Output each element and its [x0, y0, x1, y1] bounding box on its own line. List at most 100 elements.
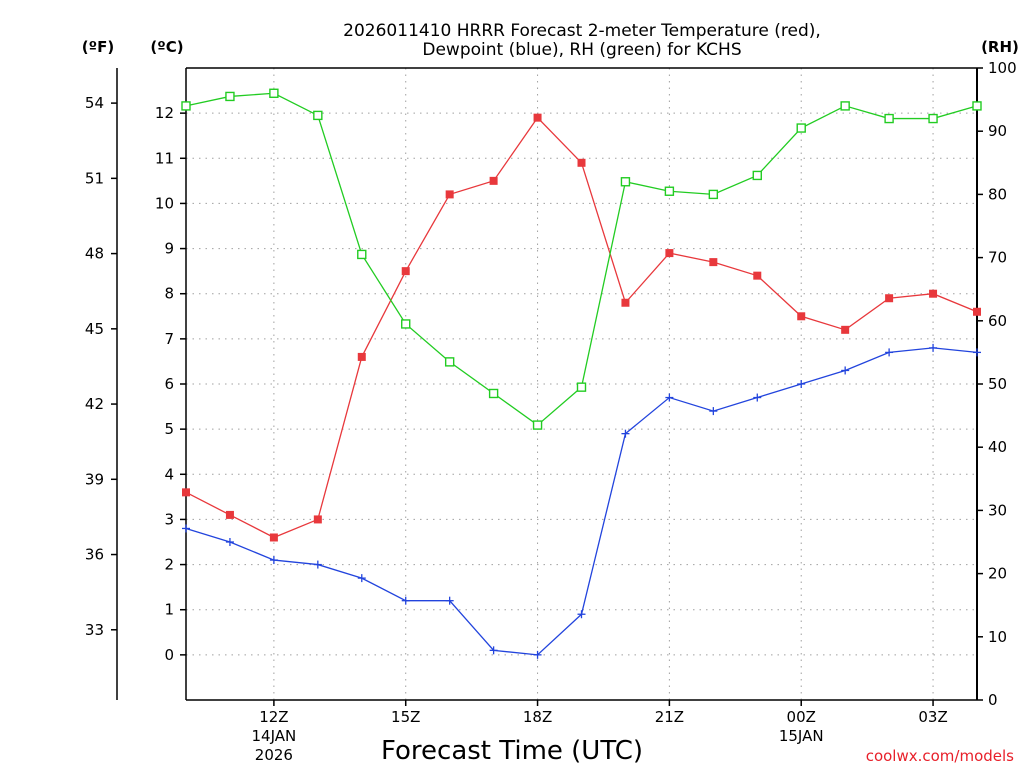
- temperature-point: [401, 267, 410, 276]
- series-layer: [181, 88, 982, 659]
- rh-tick-label: 60: [988, 312, 1007, 330]
- dewpoint-point: [533, 650, 542, 659]
- rh-tick-label: 90: [988, 122, 1007, 140]
- celsius-tick-label: 12: [155, 104, 174, 122]
- dewpoint-point: [885, 348, 894, 357]
- rh-unit-label: (RH): [981, 38, 1019, 56]
- rh-point: [313, 110, 323, 121]
- fahrenheit-unit-label: (ºF): [82, 38, 114, 56]
- celsius-tick-label: 3: [164, 510, 174, 528]
- grid-layer: [186, 68, 977, 700]
- rh-point: [269, 88, 279, 98]
- dewpoint-point: [182, 524, 190, 533]
- celsius-tick-label: 10: [155, 194, 174, 212]
- temperature-point: [665, 249, 674, 258]
- temperature-point: [621, 298, 630, 307]
- celsius-tick-label: 11: [155, 149, 174, 167]
- rh-point: [576, 382, 587, 392]
- rh-point: [357, 249, 367, 260]
- rh-tick-label: 30: [988, 501, 1007, 519]
- rh-point: [840, 101, 850, 111]
- celsius-tick-label: 1: [164, 601, 174, 619]
- celsius-tick-label: 7: [164, 330, 174, 348]
- dewpoint-point: [313, 560, 322, 569]
- rh-tick-label: 10: [988, 628, 1007, 646]
- rh-point: [796, 123, 806, 133]
- rh-tick-label: 40: [988, 438, 1007, 456]
- celsius-tick-label: 5: [164, 420, 174, 438]
- celsius-tick-label: 9: [164, 240, 174, 258]
- fahrenheit-tick-label: 45: [85, 320, 104, 338]
- x-tick-label: 21Z: [655, 708, 684, 726]
- x-tick-label: 00Z: [787, 708, 816, 726]
- rh-point: [884, 113, 894, 124]
- tick-label-layer: 0123456789101112333639424548515401020304…: [85, 59, 1017, 764]
- rh-point: [488, 388, 499, 399]
- dewpoint-point: [577, 610, 586, 619]
- rh-point: [928, 113, 938, 124]
- dewpoint-series-line: [185, 347, 978, 656]
- celsius-tick-label: 0: [164, 646, 174, 664]
- temperature-point: [533, 113, 542, 122]
- fahrenheit-tick-label: 33: [85, 621, 104, 639]
- rh-tick-label: 100: [988, 59, 1017, 77]
- rh-point: [620, 177, 631, 187]
- dewpoint-point: [401, 596, 410, 605]
- rh-point: [664, 186, 675, 196]
- rh-point: [752, 170, 762, 181]
- temperature-point: [577, 158, 586, 167]
- rh-tick-label: 80: [988, 185, 1007, 203]
- rh-point: [444, 357, 455, 367]
- fahrenheit-tick-label: 51: [85, 169, 104, 187]
- dewpoint-point: [225, 538, 234, 546]
- axes-layer: [111, 67, 983, 706]
- rh-point: [181, 101, 191, 111]
- dewpoint-point: [665, 393, 674, 402]
- x-axis-title: Forecast Time (UTC): [381, 736, 643, 766]
- dewpoint-point: [269, 556, 278, 565]
- dewpoint-point: [357, 574, 366, 583]
- fahrenheit-tick-label: 42: [85, 395, 104, 413]
- temperature-point: [313, 515, 322, 524]
- celsius-unit-label: (ºC): [150, 38, 183, 56]
- temperature-point: [841, 325, 850, 334]
- temperature-point: [709, 258, 718, 267]
- temperature-point: [269, 533, 278, 542]
- temperature-point: [973, 307, 981, 316]
- temperature-point: [753, 271, 762, 280]
- rh-point: [708, 189, 719, 200]
- dewpoint-point: [797, 380, 806, 388]
- rh-tick-label: 0: [988, 691, 998, 709]
- temperature-point: [357, 352, 366, 361]
- celsius-tick-label: 2: [164, 556, 174, 574]
- celsius-tick-label: 6: [164, 375, 174, 393]
- credit-text: coolwx.com/models: [866, 747, 1014, 765]
- dewpoint-point: [621, 429, 630, 438]
- x-tick-date-label: 15JAN: [779, 727, 824, 745]
- temperature-series-line: [185, 116, 978, 539]
- x-tick-label: 12Z: [259, 708, 288, 726]
- rh-point: [532, 420, 543, 430]
- dewpoint-point: [753, 393, 762, 402]
- x-tick-date-label: 14JAN: [252, 727, 297, 745]
- dewpoint-point: [709, 407, 718, 416]
- celsius-tick-label: 4: [164, 465, 174, 483]
- dewpoint-point: [489, 646, 498, 655]
- dewpoint-point: [929, 343, 938, 352]
- temperature-point: [929, 289, 938, 298]
- rh-point: [401, 319, 411, 329]
- celsius-tick-label: 8: [164, 285, 174, 303]
- rh-point: [225, 91, 235, 102]
- dewpoint-point: [841, 366, 850, 375]
- rh-tick-label: 20: [988, 565, 1007, 583]
- temperature-point: [182, 488, 190, 497]
- temperature-point: [225, 510, 234, 519]
- temperature-point: [885, 294, 894, 303]
- temperature-point: [445, 190, 454, 199]
- temperature-point: [797, 312, 806, 321]
- x-tick-label: 03Z: [918, 708, 947, 726]
- temperature-point: [489, 176, 498, 185]
- rh-series-line: [185, 92, 978, 426]
- x-tick-label: 15Z: [391, 708, 420, 726]
